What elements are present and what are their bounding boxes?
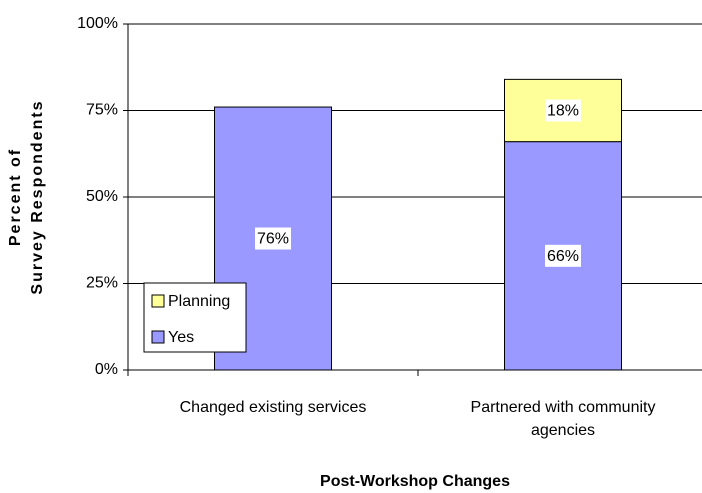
x-axis-title: Post-Workshop Changes bbox=[320, 473, 510, 490]
data-label: 66% bbox=[547, 248, 579, 265]
y-tick-label: 100% bbox=[77, 15, 118, 32]
x-tick-label-line: Changed existing services bbox=[180, 399, 367, 416]
y-tick-label: 0% bbox=[95, 361, 118, 378]
legend-swatch bbox=[151, 330, 165, 344]
x-tick-label-line: Partnered with community bbox=[471, 399, 656, 416]
x-tick-label: Partnered with community agencies bbox=[471, 399, 656, 439]
y-tick-label: 25% bbox=[86, 275, 118, 292]
x-tick-label-line: agencies bbox=[531, 422, 595, 439]
data-label: 18% bbox=[547, 103, 579, 120]
y-axis-title: Percent of Survey Respondents bbox=[7, 99, 46, 294]
data-label: 76% bbox=[257, 231, 289, 248]
legend-label: Planning bbox=[168, 293, 230, 310]
data-label-bg bbox=[545, 244, 581, 267]
data-label-bg bbox=[255, 227, 291, 250]
y-tick-label: 75% bbox=[86, 102, 118, 119]
y-tick-label: 50% bbox=[86, 188, 118, 205]
y-axis-title-line: Percent of bbox=[7, 148, 24, 246]
legend-swatch bbox=[151, 294, 165, 308]
legend-label: Yes bbox=[168, 329, 194, 346]
x-tick-label: Changed existing services bbox=[180, 399, 367, 416]
y-axis-title-line: Survey Respondents bbox=[29, 99, 46, 294]
data-label-bg bbox=[545, 99, 581, 122]
